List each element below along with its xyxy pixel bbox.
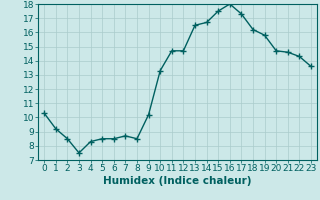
- X-axis label: Humidex (Indice chaleur): Humidex (Indice chaleur): [103, 176, 252, 186]
